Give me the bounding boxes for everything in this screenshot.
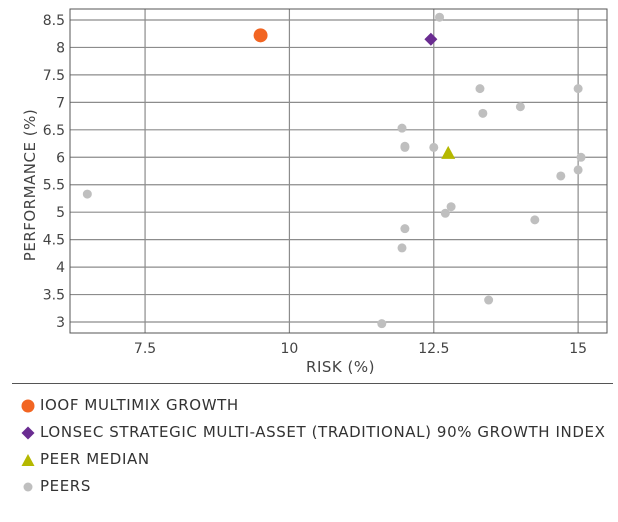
y-tick-label: 5.5 [43,178,65,194]
ioof-multimix-growth-point [253,28,268,43]
orange-circle-icon [20,392,36,419]
data-points [82,12,586,329]
x-tick-label: 7.5 [134,341,156,357]
peer-point [530,215,540,225]
peer-point [377,319,387,329]
peer-point [573,84,583,94]
peer-point [573,165,583,175]
peer-point [440,208,450,218]
peer-point [478,108,488,118]
y-tick-label: 4 [56,260,65,276]
y-tick-label: 7 [56,95,65,111]
purple-diamond-icon [20,419,36,446]
peer-point [515,102,525,112]
legend: IOOF MULTIMIX GROWTH LONSEC STRATEGIC MU… [20,392,610,500]
olive-triangle-icon [20,446,36,473]
legend-item-lonsec-index: LONSEC STRATEGIC MULTI-ASSET (TRADITIONA… [20,419,610,446]
y-tick-labels: 3 3.5 4 4.5 5 5.5 6 6.5 7 7.5 8 8.5 [43,13,65,331]
legend-label: PEERS [40,477,91,495]
x-axis-title: RISK (%) [306,358,375,376]
peer-point [400,224,410,234]
y-tick-label: 3.5 [43,288,65,304]
plot-frame [69,8,608,334]
grid-lines [70,9,607,333]
y-tick-label: 5 [56,205,65,221]
peer-point [429,142,439,152]
peer-point [576,152,586,162]
legend-item-ioof-multimix-growth: IOOF MULTIMIX GROWTH [20,392,610,419]
peer-point [556,171,566,181]
peer-point [397,243,407,253]
y-tick-label: 3 [56,315,65,331]
x-tick-label: 15 [569,341,587,357]
x-tick-label: 12.5 [418,341,449,357]
y-tick-label: 6 [56,150,65,166]
peer-point [435,12,445,22]
peer-point [397,123,407,133]
peer-point [446,202,456,212]
y-tick-label: 8 [56,40,65,56]
y-tick-label: 8.5 [43,13,65,29]
peer-point [400,142,410,152]
y-tick-label: 4.5 [43,233,65,249]
y-axis-title: PERFORMANCE (%) [21,109,39,261]
y-tick-label: 7.5 [43,68,65,84]
peer-median-point [441,145,456,159]
peer-point [82,189,92,199]
grey-circle-icon [20,473,36,500]
legend-item-peers: PEERS [20,473,610,500]
legend-label: LONSEC STRATEGIC MULTI-ASSET (TRADITIONA… [40,423,606,441]
x-tick-labels: 7.5 10 12.5 15 [134,341,587,357]
peer-point [475,84,485,94]
legend-divider [12,383,613,384]
legend-item-peer-median: PEER MEDIAN [20,446,610,473]
legend-label: PEER MEDIAN [40,450,150,468]
legend-label: IOOF MULTIMIX GROWTH [40,396,239,414]
lonsec-index-point [424,32,438,46]
y-tick-label: 6.5 [43,123,65,139]
peer-point [484,295,494,305]
x-tick-label: 10 [281,341,299,357]
